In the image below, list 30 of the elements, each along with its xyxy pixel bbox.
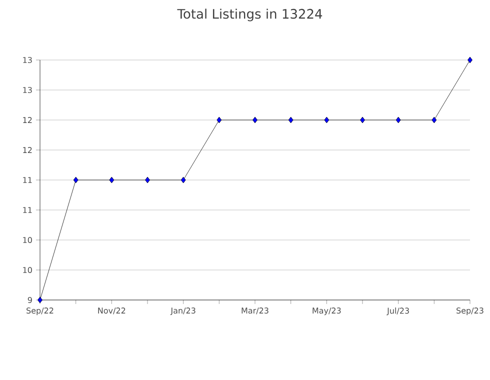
x-tick-label: Mar/23 <box>242 308 268 314</box>
y-tick-label: 13 <box>23 56 32 64</box>
x-tick-label: Sep/23 <box>456 308 484 316</box>
x-tick-label: Jan/23 <box>170 308 196 316</box>
point <box>73 176 78 184</box>
y-tick-label: 11 <box>23 207 32 213</box>
point <box>396 116 401 124</box>
y-tick-label: 11 <box>23 177 32 183</box>
point <box>468 56 472 64</box>
x-tick-label: Sep/22 <box>26 308 54 316</box>
x-tick-label: Jul/23 <box>386 308 409 316</box>
point <box>109 176 114 184</box>
point <box>180 176 186 184</box>
y-tick-label: 10 <box>23 236 32 244</box>
x-tick-label: May/23 <box>312 308 341 316</box>
y-tick-label: 13 <box>23 86 32 94</box>
point <box>324 116 330 124</box>
point <box>360 116 365 124</box>
y-tick-label: 10 <box>23 266 32 274</box>
y-tick-label: 12 <box>23 117 32 123</box>
point <box>38 296 42 304</box>
chart-title: Total Listings in 13224 <box>177 8 322 22</box>
point <box>252 116 258 124</box>
point <box>288 116 294 124</box>
point <box>145 176 150 184</box>
x-tick-label: Nov/22 <box>98 308 126 314</box>
y-tick-label: 9 <box>28 296 32 304</box>
point <box>432 116 437 124</box>
point <box>216 116 222 124</box>
y-tick-label: 12 <box>23 147 32 153</box>
